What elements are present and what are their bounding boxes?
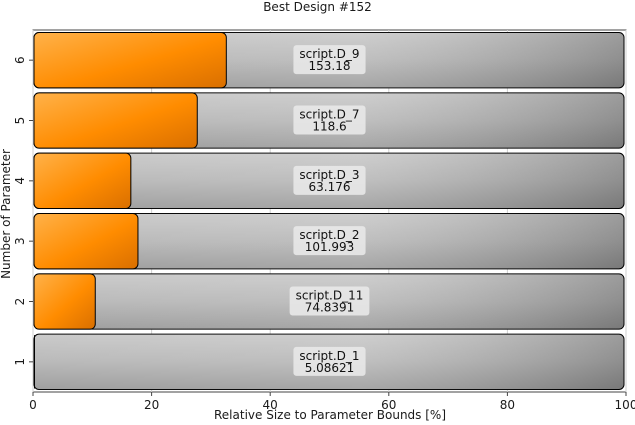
bar-value-label: 101.993 bbox=[305, 240, 355, 254]
bar-label-box bbox=[293, 45, 366, 75]
y-tick-label: 1 bbox=[13, 358, 27, 366]
bar-fill bbox=[33, 213, 139, 270]
bar-label-box bbox=[293, 165, 366, 195]
bar-name-label: script.D_3 bbox=[299, 168, 359, 182]
bar-value-label: 153.18 bbox=[309, 59, 351, 73]
bars: script.D_15.08621script.D_1174.8391scrip… bbox=[33, 32, 625, 390]
bar-label-box bbox=[293, 105, 366, 135]
bar-value-label: 63.176 bbox=[309, 180, 351, 194]
bar-name-label: script.D_2 bbox=[299, 228, 359, 242]
bar-group: script.D_363.176 bbox=[33, 152, 625, 210]
bar-value-label: 118.6 bbox=[312, 120, 346, 134]
x-tick-label: 20 bbox=[144, 398, 159, 412]
x-tick-label: 100 bbox=[615, 398, 635, 412]
y-tick-label: 4 bbox=[13, 177, 27, 185]
bar-fill bbox=[33, 32, 227, 89]
bar-value-label: 74.8391 bbox=[305, 301, 355, 315]
grid-lines bbox=[32, 30, 627, 392]
bar-label-box bbox=[293, 346, 366, 376]
plot-frame bbox=[32, 29, 627, 393]
bar-fill bbox=[33, 92, 198, 149]
x-tick-label: 0 bbox=[29, 398, 37, 412]
bar-label-box bbox=[293, 226, 366, 256]
bar-group: script.D_15.08621 bbox=[33, 333, 625, 390]
y-tick-label: 2 bbox=[13, 298, 27, 306]
bar-name-label: script.D_11 bbox=[296, 289, 364, 303]
bar-fill bbox=[33, 152, 132, 210]
axes: 0 20 40 60 80 100 1 2 3 4 5 6 bbox=[13, 56, 635, 412]
plot-area bbox=[32, 29, 627, 393]
bar-fill bbox=[33, 273, 96, 330]
x-tick-label: 60 bbox=[381, 398, 396, 412]
bar-name-label: script.D_9 bbox=[299, 47, 359, 61]
bar-label-box bbox=[289, 286, 370, 316]
chart-title: Best Design #152 bbox=[263, 0, 372, 14]
x-tick-label: 80 bbox=[500, 398, 515, 412]
y-tick-label: 3 bbox=[13, 237, 27, 245]
bar-name-label: script.D_1 bbox=[299, 349, 359, 363]
x-tick-label: 40 bbox=[263, 398, 278, 412]
y-tick-label: 6 bbox=[13, 56, 27, 64]
y-tick-label: 5 bbox=[13, 117, 27, 125]
bar-name-label: script.D_7 bbox=[299, 108, 359, 122]
bar-value-label: 5.08621 bbox=[305, 361, 355, 375]
x-axis-label: Relative Size to Parameter Bounds [%] bbox=[214, 408, 446, 422]
